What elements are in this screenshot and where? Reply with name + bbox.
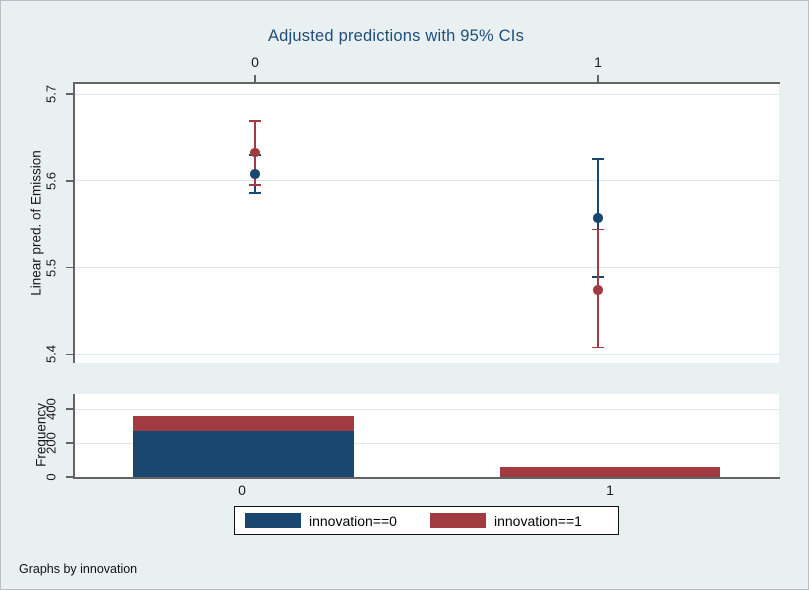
ytick-pred-5.4-label: 5.4 [43,345,59,364]
left-y-axis-line-1 [73,81,75,363]
top-xtick-label: 0 [251,54,259,70]
ytick-pred-5.7-tick [66,93,73,96]
legend-label-innovation1: innovation==1 [493,512,582,529]
top-xtick [254,74,256,82]
ytick-freq-400-label: 400 [43,398,59,421]
legend-item-innovation1: innovation==1 [429,512,582,529]
ytick-pred-5.6-tick [66,180,73,182]
ci-cap-top [592,228,604,231]
top-x-axis-line [73,81,780,84]
ytick-pred-5.5-label: 5.5 [43,258,59,277]
gridline [75,267,779,269]
ci-cap-bottom [249,184,261,187]
ytick-pred-5.4-tick [66,353,73,356]
bottom-x-axis-line [73,476,780,479]
graphs-by-note: Graphs by innovation [19,562,138,576]
plot-area-predictions [74,83,779,363]
ci-cap-top [249,120,261,122]
prediction-marker [250,169,260,179]
legend: innovation==0 innovation==1 [234,506,619,535]
legend-item-innovation0: innovation==0 [245,513,397,529]
bottom-xtick-label: 1 [606,482,614,498]
frequency-bar-segment [500,466,720,477]
gridline [75,180,779,182]
ytick-pred-5.5-tick [66,266,73,269]
legend-swatch-innovation1-icon [429,513,486,528]
legend-label-innovation0: innovation==0 [309,512,397,529]
ytick-freq-0-tick [66,476,73,478]
bottom-xtick-label: 0 [238,482,246,498]
ytick-freq-0-label: 0 [43,473,59,481]
prediction-marker [593,285,603,295]
prediction-marker [250,147,260,158]
ytick-freq-200-tick [66,442,73,444]
chart-title: Adjusted predictions with 95% CIs [267,27,525,45]
prediction-marker [593,213,603,224]
legend-swatch-innovation0-icon [245,513,301,528]
top-xtick [597,74,599,82]
ytick-pred-5.6-label: 5.6 [43,171,59,190]
gridline [75,442,779,444]
gridline [75,353,779,355]
gridline [75,93,779,95]
ytick-pred-5.7-label: 5.7 [43,85,59,104]
frequency-bar-segment [133,416,354,431]
left-y-axis-line-2 [73,394,75,478]
ytick-freq-400-tick [66,408,73,411]
ci-cap-top [592,158,604,161]
top-xtick-label: 1 [594,54,602,70]
frequency-bar-segment [133,430,354,477]
ytick-freq-200-label: 200 [43,432,59,454]
gridline [75,408,779,410]
ci-cap-bottom [249,192,261,194]
ci-cap-bottom [592,346,604,349]
